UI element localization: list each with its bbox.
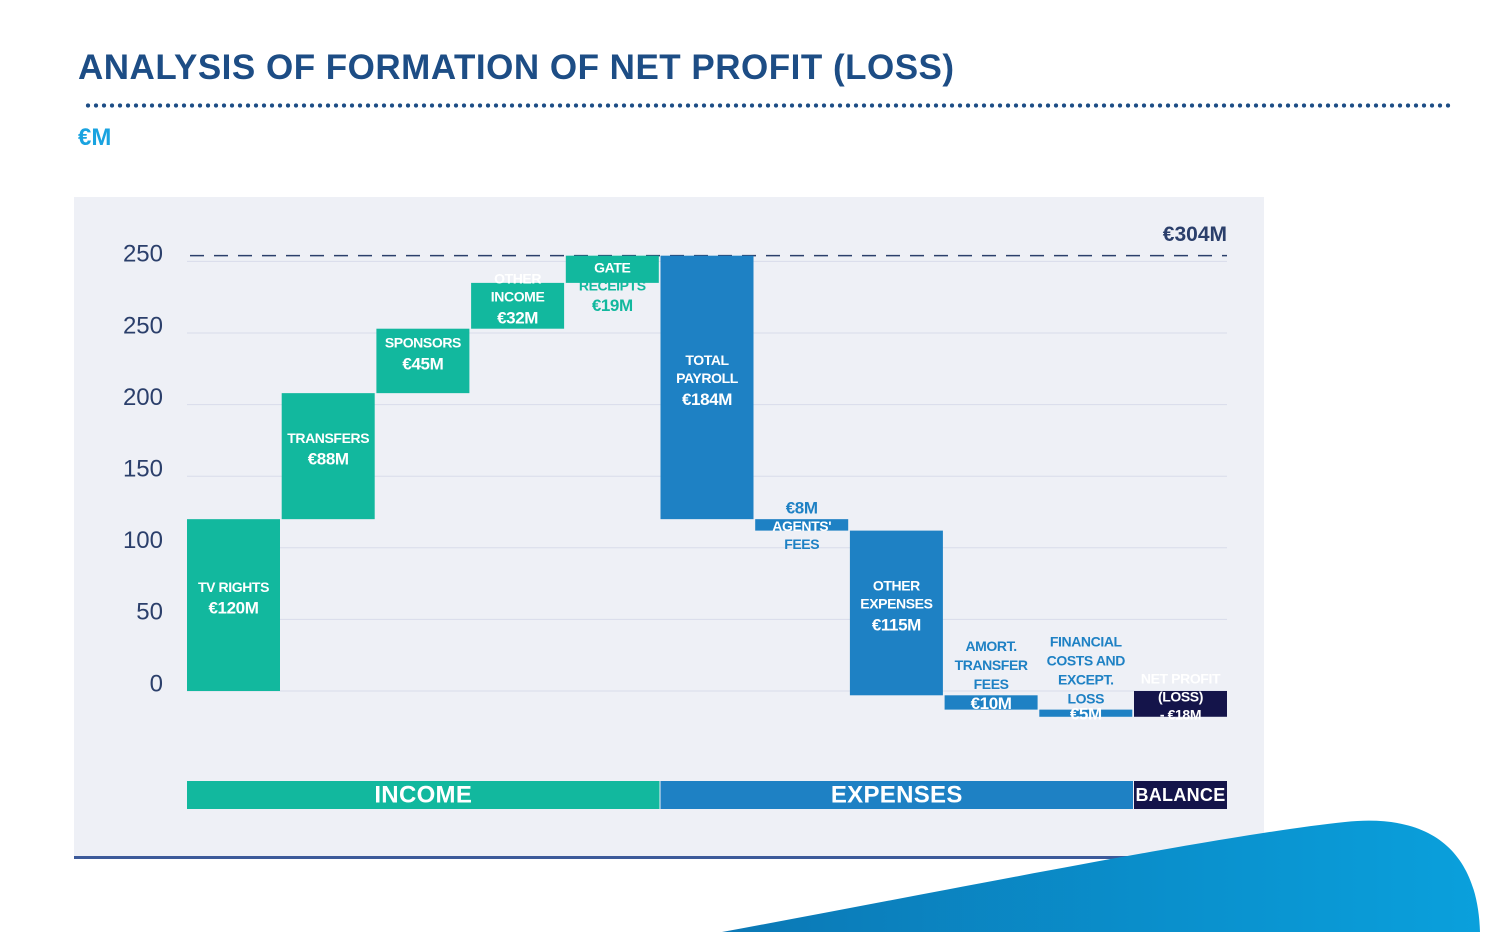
bar-value-financial-costs: €5M (1070, 705, 1102, 724)
y-tick-label: 150 (123, 456, 163, 483)
bar-label-total-payroll: €184M (682, 390, 732, 409)
group-label-balance: BALANCE (1135, 785, 1225, 805)
bar-label-net-profit-loss: - €18M (1160, 707, 1201, 723)
bar-tv-rights (187, 519, 280, 691)
bar-label-gate-receipts: GATE (594, 259, 630, 275)
dotted-divider (84, 103, 1452, 108)
group-label-expense: EXPENSES (831, 781, 963, 808)
bar-label-tv-rights: €120M (209, 599, 259, 618)
bar-label-transfers: TRANSFERS (287, 430, 369, 446)
bar-label-net-profit-loss: (LOSS) (1158, 689, 1203, 705)
y-tick-label: 250 (123, 241, 163, 268)
bar-label-amort-transfer-fees: FEES (974, 676, 1009, 692)
bar-label-other-income: €32M (497, 308, 538, 327)
bar-gate-receipts (565, 255, 659, 283)
bar-label-amort-transfer-fees: TRANSFER (955, 657, 1028, 673)
group-band-balance (1134, 781, 1227, 809)
bar-label-net-profit-loss: NET PROFIT (1141, 671, 1221, 687)
chart-panel-baseline (74, 856, 1264, 859)
bar-total-payroll (660, 255, 754, 520)
bar-label-other-expenses: EXPENSES (860, 596, 932, 612)
bar-label-other-expenses: €115M (872, 615, 921, 634)
bar-transfers (281, 393, 375, 520)
y-tick-label: 100 (123, 527, 163, 554)
bar-label-transfers: €88M (308, 450, 349, 469)
bar-label-financial-costs: EXCEPT. (1058, 671, 1114, 687)
bar-label-agents-fees: FEES (784, 536, 819, 552)
bar-label-financial-costs: FINANCIAL (1050, 633, 1123, 649)
bar-label-other-income: INCOME (491, 288, 545, 304)
bar-label-total-payroll: TOTAL (685, 352, 729, 368)
bar-label-other-expenses: OTHER (873, 578, 920, 594)
bar-label-financial-costs: LOSS (1068, 690, 1105, 706)
reference-line-label: €304M (1163, 223, 1227, 246)
bar-label-gate-receipts: €19M (592, 296, 633, 315)
bar-label-gate-receipts: RECEIPTS (579, 277, 646, 293)
bar-label-amort-transfer-fees: AMORT. (965, 638, 1016, 654)
page-title: ANALYSIS OF FORMATION OF NET PROFIT (LOS… (78, 48, 955, 87)
bar-label-sponsors: €45M (402, 354, 443, 373)
group-band-income (187, 781, 660, 809)
bar-net-profit-loss (1134, 691, 1227, 717)
unit-label: €M (78, 124, 112, 151)
group-label-income: INCOME (374, 781, 472, 808)
y-tick-label: 250 (123, 312, 163, 339)
bar-label-total-payroll: PAYROLL (676, 370, 739, 386)
y-tick-label: 200 (123, 384, 163, 411)
bar-amort-transfer-fees (944, 695, 1038, 710)
y-tick-label: 50 (136, 599, 163, 626)
bar-label-financial-costs: COSTS AND (1047, 652, 1126, 668)
bar-agents-fees (755, 519, 849, 531)
bar-label-agents-fees: €8M (786, 499, 818, 518)
y-tick-label: 0 (150, 670, 163, 697)
bar-label-sponsors: SPONSORS (385, 335, 461, 351)
bar-other-expenses (849, 530, 943, 696)
bar-label-other-income: OTHER (494, 270, 541, 286)
bar-financial-costs (1039, 709, 1133, 717)
group-band-expense (660, 781, 1133, 809)
bar-value-amort-transfer-fees: €10M (971, 694, 1012, 713)
bar-label-agents-fees: AGENTS' (772, 518, 831, 534)
bar-label-tv-rights: TV RIGHTS (198, 579, 269, 595)
bar-sponsors (376, 328, 470, 394)
bar-other-income (471, 282, 565, 329)
